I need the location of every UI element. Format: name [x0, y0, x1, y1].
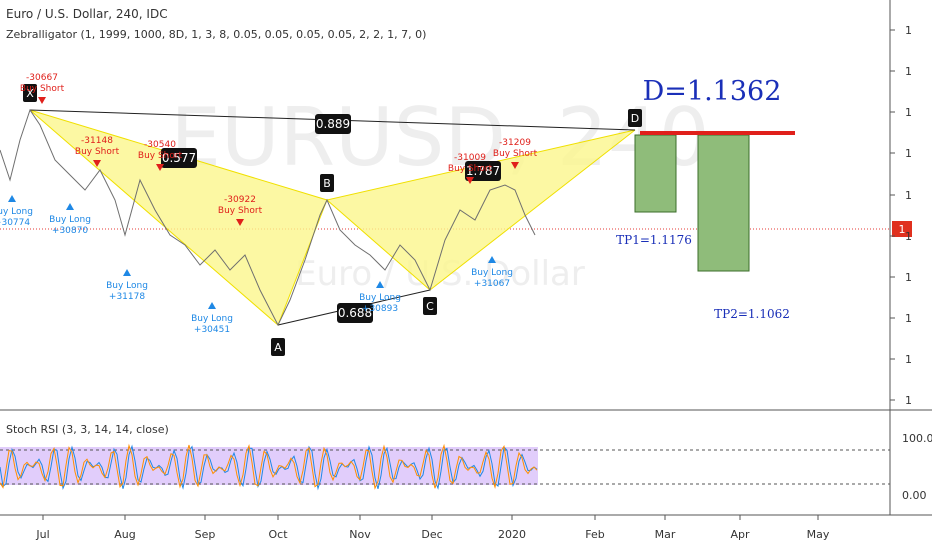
ratio-box [337, 303, 373, 323]
pattern-point: D [631, 112, 639, 125]
signal-side: Buy Short [75, 147, 120, 157]
current-price-label: 1 [899, 223, 906, 236]
symbol-title: Euro / U.S. Dollar, 240, IDC [6, 7, 168, 21]
time-label: Apr [730, 528, 750, 541]
time-label: Mar [655, 528, 676, 541]
signal-id: -31009 [454, 153, 486, 163]
signal-arrow [208, 302, 216, 309]
time-label: Dec [421, 528, 442, 541]
signal-arrow [466, 177, 474, 184]
ratio-box [465, 161, 501, 181]
signal-arrow [123, 269, 131, 276]
signal-arrow [8, 195, 16, 202]
price-label: 1 [905, 312, 912, 325]
signal-side: Buy Long [471, 268, 513, 278]
rsi-title: Stoch RSI (3, 3, 14, 14, close) [6, 423, 169, 436]
signal-id: +30774 [0, 218, 30, 228]
price-label: 1 [905, 353, 912, 366]
price-label: 1 [905, 106, 912, 119]
signal-arrow [93, 160, 101, 167]
watermark-ticker: EURUSD, 240 [170, 91, 709, 184]
signal-id: -30540 [144, 140, 176, 150]
oscillator-line [0, 444, 538, 491]
price-label: 1 [905, 394, 912, 407]
pattern-point-box [628, 109, 642, 127]
price-label: 1 [905, 271, 912, 284]
ratio-label: 1.787 [466, 164, 500, 178]
price-label: 1 [905, 147, 912, 160]
price-label: 1 [905, 189, 912, 202]
signal-id: -30667 [26, 73, 58, 83]
signal-side: Buy Short [138, 151, 183, 161]
signal-side: Buy Long [49, 215, 91, 225]
signal-id: +30451 [194, 325, 230, 335]
pattern-point: A [274, 341, 282, 354]
pattern-point-box [423, 297, 437, 315]
signal-side: Buy Short [20, 84, 65, 94]
ratio-box [161, 148, 197, 168]
signal-id: +31178 [109, 292, 145, 302]
signal-arrow [156, 164, 164, 171]
signal-arrow [376, 281, 384, 288]
pattern-point-box [271, 338, 285, 356]
ratio-label: 0.577 [162, 151, 196, 165]
signal-id: +31067 [474, 279, 510, 289]
signal-arrow [38, 97, 46, 104]
time-label: 2020 [498, 528, 526, 541]
rsi-tick: 0.00 [902, 489, 927, 502]
signal-side: Buy Long [0, 207, 33, 217]
signal-arrow [236, 219, 244, 226]
rsi-tick: 100.00 [902, 432, 932, 445]
current-price-tag [892, 221, 912, 237]
time-label: Sep [195, 528, 216, 541]
signal-side: Buy Long [191, 314, 233, 324]
signal-id: -30922 [224, 195, 256, 205]
tp1-box [634, 134, 677, 213]
tp2-box [697, 134, 750, 272]
signal-id: -31209 [499, 138, 531, 148]
signal-id: -31148 [81, 136, 113, 146]
signal-side: Buy Short [493, 149, 538, 159]
signal-arrow [66, 203, 74, 210]
time-label: May [807, 528, 830, 541]
oscillator-line [0, 443, 538, 490]
ratio-label: 0.688 [338, 306, 372, 320]
pattern-point: C [426, 300, 434, 313]
signal-id: +30893 [362, 304, 398, 314]
time-label: Jul [35, 528, 49, 541]
signal-side: Buy Short [448, 164, 493, 174]
time-label: Nov [349, 528, 371, 541]
time-label: Feb [585, 528, 604, 541]
pattern-point: B [323, 177, 331, 190]
ratio-box [315, 114, 351, 134]
time-label: Aug [114, 528, 135, 541]
pattern-point: X [26, 87, 34, 100]
pattern-point-box [320, 174, 334, 192]
price-path [0, 108, 536, 327]
signal-side: Buy Long [106, 281, 148, 291]
signal-arrow [511, 162, 519, 169]
time-label: Oct [268, 528, 288, 541]
signal-side: Buy Short [218, 206, 263, 216]
entry-label: D=1.1362 [643, 76, 782, 107]
tp1-label: TP1=1.1176 [616, 233, 692, 247]
ratio-label: 0.889 [316, 117, 350, 131]
price-label: 1 [905, 230, 912, 243]
price-label: 1 [905, 24, 912, 37]
signal-arrow [488, 256, 496, 263]
signal-side: Buy Long [359, 293, 401, 303]
tp2-label: TP2=1.1062 [714, 307, 790, 321]
signal-id: +30870 [52, 226, 88, 236]
pattern-point-box [23, 84, 37, 102]
price-label: 1 [905, 65, 912, 78]
indicator-title: Zebralligator (1, 1999, 1000, 8D, 1, 3, … [6, 28, 426, 41]
